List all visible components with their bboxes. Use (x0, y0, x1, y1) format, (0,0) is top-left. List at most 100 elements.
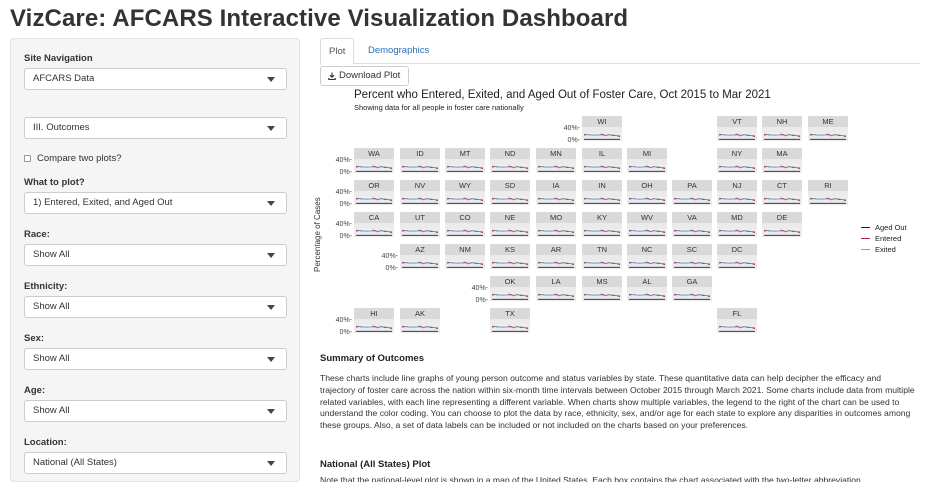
series-line-exited (583, 230, 621, 233)
state-panel-ny: NY (717, 148, 757, 173)
state-panel-or: OR (354, 180, 394, 205)
state-label-al: AL (627, 276, 667, 287)
state-plot-ga (672, 287, 712, 301)
state-label-id: ID (400, 148, 440, 159)
what-to-plot-label: What to plot? (24, 177, 85, 188)
series-line-exited (355, 230, 393, 233)
state-label-vt: VT (717, 116, 757, 127)
state-label-oh: OH (627, 180, 667, 191)
national-plot-heading: National (All States) Plot (320, 459, 431, 470)
age-select[interactable]: Show All (24, 400, 287, 422)
state-panel-wa: WA (354, 148, 394, 173)
state-line-chart (400, 229, 440, 236)
y-tick-label: 40%- (335, 221, 352, 228)
tab-demographics[interactable]: Demographics (368, 45, 430, 56)
y-tick-label: 40%- (471, 285, 488, 292)
state-plot-dc (717, 255, 757, 269)
race-value: Show All (33, 249, 70, 260)
legend-item-aged-out: Aged Out (861, 222, 907, 233)
location-select[interactable]: National (All States) (24, 452, 287, 474)
state-line-chart (627, 165, 667, 172)
state-line-chart (582, 165, 622, 172)
state-label-nj: NJ (717, 180, 757, 191)
state-plot-la (536, 287, 576, 301)
state-plot-ks (490, 255, 530, 269)
state-label-il: IL (582, 148, 622, 159)
state-label-ky: KY (582, 212, 622, 223)
state-panel-me: ME (808, 116, 848, 141)
series-line-exited (537, 294, 575, 297)
state-panel-ca: CA (354, 212, 394, 237)
race-select[interactable]: Show All (24, 244, 287, 266)
chevron-down-icon (267, 201, 275, 206)
y-tick-label: 40%- (563, 125, 580, 132)
state-label-nv: NV (400, 180, 440, 191)
state-panel-ut: UT (400, 212, 440, 237)
state-panel-de: DE (762, 212, 802, 237)
series-line-exited (537, 230, 575, 233)
series-line-exited (446, 262, 484, 265)
state-plot-ok (490, 287, 530, 301)
state-plot-ca (354, 223, 394, 237)
tab-plot[interactable]: Plot (320, 38, 355, 65)
state-line-chart (490, 229, 530, 236)
site-nav-value: AFCARS Data (33, 73, 95, 84)
compare-label: Compare two plots? (37, 153, 122, 164)
section-select[interactable]: III. Outcomes (24, 117, 287, 139)
series-line-exited (673, 198, 711, 201)
state-label-me: ME (808, 116, 848, 127)
state-panel-ga: GA (672, 276, 712, 301)
series-line-exited (401, 326, 439, 329)
series-line-exited (673, 262, 711, 265)
state-panel-mt: MT (445, 148, 485, 173)
download-plot-button[interactable]: Download Plot (320, 66, 409, 86)
state-line-chart (672, 197, 712, 204)
series-line-exited (491, 262, 529, 265)
state-label-nh: NH (762, 116, 802, 127)
age-label: Age: (24, 385, 46, 396)
state-plot-tx (490, 319, 530, 333)
chevron-down-icon (267, 357, 275, 362)
state-line-chart (717, 165, 757, 172)
state-label-ct: CT (762, 180, 802, 191)
state-panel-hi: HI (354, 308, 394, 333)
state-line-chart (672, 229, 712, 236)
compare-checkbox-row[interactable]: Compare two plots? (24, 153, 121, 164)
state-label-ga: GA (672, 276, 712, 287)
state-label-hi: HI (354, 308, 394, 319)
state-label-ma: MA (762, 148, 802, 159)
series-line-exited (718, 230, 756, 233)
state-plot-nv (400, 191, 440, 205)
state-plot-nd (490, 159, 530, 173)
state-label-tn: TN (582, 244, 622, 255)
series-line-exited (446, 166, 484, 169)
series-line-exited (491, 326, 529, 329)
state-label-az: AZ (400, 244, 440, 255)
chart-title: Percent who Entered, Exited, and Aged Ou… (354, 89, 771, 101)
series-line-exited (491, 230, 529, 233)
state-label-de: DE (762, 212, 802, 223)
series-line-exited (401, 166, 439, 169)
site-nav-select[interactable]: AFCARS Data (24, 68, 287, 90)
state-label-ri: RI (808, 180, 848, 191)
state-plot-ia (536, 191, 576, 205)
state-label-fl: FL (717, 308, 757, 319)
ethnicity-select[interactable]: Show All (24, 296, 287, 318)
state-plot-mo (536, 223, 576, 237)
state-label-va: VA (672, 212, 712, 223)
y-tick-label: 0%- (339, 201, 352, 208)
y-tick-label: 40%- (335, 317, 352, 324)
compare-checkbox[interactable] (24, 155, 31, 162)
state-panel-ct: CT (762, 180, 802, 205)
what-to-plot-select[interactable]: 1) Entered, Exited, and Aged Out (24, 192, 287, 214)
series-line-exited (628, 294, 666, 297)
state-label-pa: PA (672, 180, 712, 191)
series-line-exited (809, 198, 847, 201)
sex-select[interactable]: Show All (24, 348, 287, 370)
state-line-chart (445, 261, 485, 268)
state-plot-nc (627, 255, 667, 269)
state-label-md: MD (717, 212, 757, 223)
state-panel-va: VA (672, 212, 712, 237)
state-label-mn: MN (536, 148, 576, 159)
state-plot-ma (762, 159, 802, 173)
